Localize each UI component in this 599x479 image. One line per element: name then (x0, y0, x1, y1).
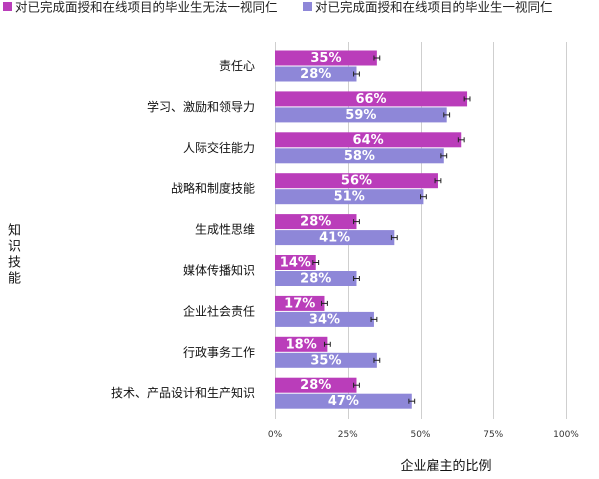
data-label-series-2-category-9: 47% (328, 394, 359, 409)
bar-series-2-category-9 (275, 393, 412, 409)
data-label-series-2-category-3: 58% (344, 149, 375, 164)
error-bar-series-2-category-3 (440, 153, 448, 159)
bar-series-1-category-7 (275, 295, 325, 311)
bar-series-2-category-2 (275, 107, 447, 123)
data-label-series-2-category-2: 59% (345, 108, 376, 123)
error-bar-series-1-category-7 (321, 300, 328, 306)
error-bar-series-1-category-6 (312, 260, 320, 265)
data-label-series-1-category-2: 66% (355, 92, 386, 107)
category-label-8: 行政事务工作 (183, 344, 255, 359)
error-bar-series-1-category-3 (457, 137, 465, 143)
data-label-series-1-category-7: 17% (284, 296, 315, 311)
error-bar-series-2-category-2 (443, 112, 451, 118)
legend-swatch-1 (3, 2, 12, 11)
bar-series-1-category-6 (275, 255, 316, 270)
data-label-series-1-category-9: 28% (300, 378, 331, 393)
error-bar-series-1-category-1 (373, 55, 381, 61)
category-label-5: 生成性思维 (195, 223, 255, 237)
category-label-7: 企业社会责任 (183, 303, 255, 318)
bar-series-2-category-8 (275, 352, 377, 368)
category-label-2: 学习、激励和领导力 (147, 99, 255, 114)
legend-label-1: 对已完成面授和在线项目的毕业生无法一视同仁 (15, 0, 278, 15)
category-label-3: 人际交往能力 (183, 140, 255, 155)
error-bar-series-2-category-1 (353, 71, 360, 77)
data-label-series-1-category-6: 14% (280, 256, 311, 271)
error-bar-series-2-category-4 (420, 194, 427, 200)
bar-series-1-category-9 (275, 377, 357, 393)
data-label-series-2-category-5: 41% (319, 231, 350, 246)
x-tick-label-25: 25% (338, 430, 358, 440)
error-bar-series-1-category-4 (434, 178, 442, 184)
x-tick-label-75: 75% (483, 430, 503, 440)
bar-series-1-category-4 (275, 173, 438, 189)
bar-series-2-category-3 (275, 148, 444, 164)
error-bar-series-1-category-5 (353, 219, 360, 225)
data-label-series-1-category-3: 64% (353, 133, 384, 148)
data-label-series-2-category-1: 28% (300, 67, 331, 82)
bar-series-1-category-2 (275, 91, 468, 107)
error-bar-series-2-category-5 (390, 235, 398, 241)
error-bar-series-2-category-7 (370, 316, 378, 322)
x-tick-label-100: 100% (553, 430, 579, 440)
bar-series-2-category-7 (275, 311, 374, 327)
data-label-series-2-category-4: 51% (334, 190, 365, 205)
error-bar-series-1-category-8 (323, 341, 331, 347)
category-label-9: 技术、产品设计和生产知识 (111, 386, 255, 400)
bar-series-1-category-1 (275, 50, 377, 66)
category-label-4: 战略和制度技能 (171, 181, 255, 196)
x-tick-label-0: 0% (268, 430, 283, 440)
data-label-series-1-category-8: 18% (286, 337, 317, 352)
category-labels: 责任心学习、激励和领导力人际交往能力战略和制度技能生成性思维媒体传播知识企业社会… (111, 59, 255, 400)
x-axis-title: 企业雇主的比例 (400, 458, 491, 474)
x-tick-label-50: 50% (410, 430, 430, 440)
data-label-series-1-category-4: 56% (341, 174, 372, 189)
error-bar-series-1-category-2 (463, 96, 471, 102)
bar-series-2-category-6 (275, 271, 357, 286)
data-label-series-1-category-1: 35% (310, 51, 341, 66)
data-label-series-2-category-8: 35% (310, 353, 341, 368)
data-label-series-1-category-5: 28% (300, 215, 331, 230)
error-bar-series-2-category-8 (373, 357, 381, 363)
bar-series-2-category-1 (275, 66, 357, 82)
data-label-series-2-category-6: 28% (300, 272, 331, 287)
bar-series-2-category-5 (275, 230, 395, 246)
legend-swatch-2 (303, 2, 312, 11)
legend: 对已完成面授和在线项目的毕业生无法一视同仁 对已完成面授和在线项目的毕业生一视同仁 (3, 0, 553, 15)
error-bar-series-2-category-9 (408, 398, 416, 404)
bar-series-2-category-4 (275, 189, 424, 205)
category-label-1: 责任心 (219, 59, 255, 73)
y-axis-title: 知识技能 (5, 223, 20, 287)
error-bar-series-2-category-6 (353, 276, 360, 281)
x-axis-ticks: 0% 25% 50% 75% 100% (268, 430, 579, 440)
error-bars (312, 55, 471, 404)
bar-series-1-category-5 (275, 214, 357, 230)
legend-label-2: 对已完成面授和在线项目的毕业生一视同仁 (315, 0, 553, 15)
data-labels: 35%28%66%59%64%58%56%51%28%41%14%28%17%3… (280, 51, 387, 409)
bars (275, 50, 468, 409)
bar-series-1-category-8 (275, 336, 328, 352)
category-label-6: 媒体传播知识 (183, 263, 255, 278)
bar-series-1-category-3 (275, 132, 462, 148)
error-bar-series-1-category-9 (353, 382, 360, 388)
data-label-series-2-category-7: 34% (309, 312, 340, 327)
